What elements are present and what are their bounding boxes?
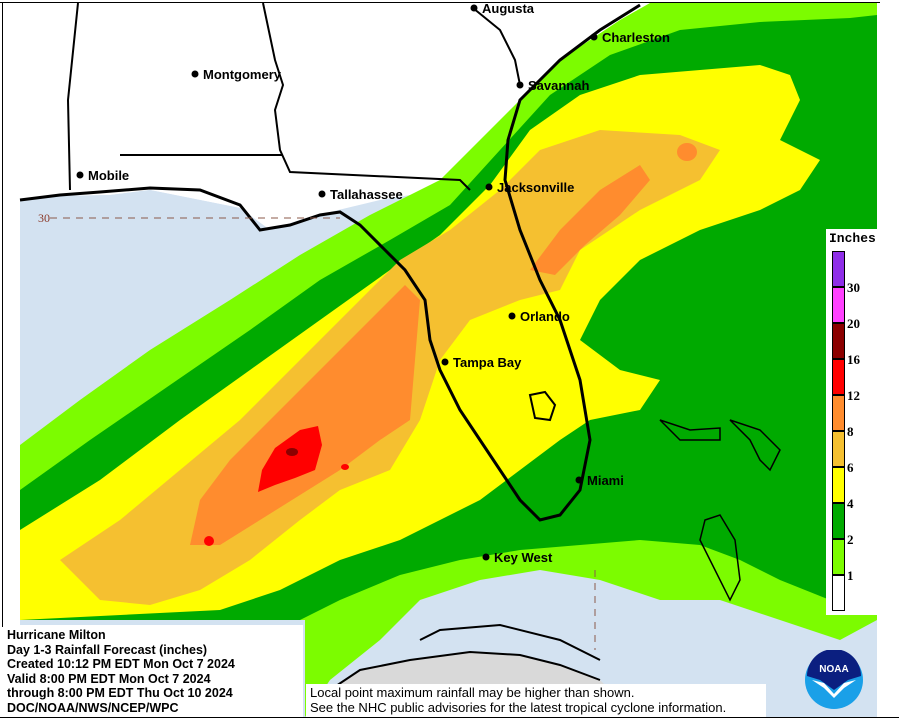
city-label: Montgomery — [203, 67, 282, 82]
city-dot-icon — [441, 358, 449, 366]
bahamas-andros — [699, 514, 741, 602]
rain-spot-12-16in — [204, 536, 214, 546]
city-dot-icon — [508, 312, 516, 320]
city-marker: Tampa Bay — [441, 355, 522, 370]
city-dot-icon — [575, 476, 583, 484]
coastline-cuba — [329, 650, 601, 691]
city-marker: Key West — [482, 550, 553, 565]
legend: Inches 30 20 16 12 8 6 4 2 1 — [826, 229, 890, 615]
city-dot-icon — [516, 81, 524, 89]
top-border — [0, 2, 880, 3]
latitude-30-label: 30 — [38, 211, 50, 225]
legend-swatch-30plus — [832, 251, 845, 287]
legend-swatch-8-12 — [832, 395, 845, 431]
city-label: Tallahassee — [330, 187, 403, 202]
city-dot-icon — [76, 171, 84, 179]
boundaries — [19, 2, 781, 691]
rain-band-8-12in-ne — [530, 165, 650, 275]
border-ga-sc — [472, 7, 521, 86]
city-dot-icon — [318, 190, 326, 198]
legend-swatch-6-8 — [832, 431, 845, 467]
city-label: Savannah — [528, 78, 589, 93]
border-al-ga-fl — [262, 2, 471, 191]
forecast-info-box: Hurricane Milton Day 1-3 Rainfall Foreca… — [3, 625, 303, 717]
legend-title: Inches — [829, 231, 876, 246]
city-marker: Mobile — [76, 168, 129, 183]
source-agency: DOC/NOAA/NWS/NCEP/WPC — [7, 700, 179, 715]
city-dot-icon — [485, 183, 493, 191]
legend-tick: 20 — [847, 316, 860, 331]
lake-okeechobee — [528, 390, 557, 422]
valid-end: through 8:00 PM EDT Thu Oct 10 2024 — [7, 686, 233, 700]
city-dot-icon — [482, 553, 490, 561]
legend-swatch-0-1 — [832, 575, 845, 611]
legend-tick: 6 — [847, 460, 854, 475]
legend-swatch-20-30 — [832, 287, 845, 323]
disclaimer-line-1: Local point maximum rainfall may be high… — [310, 685, 635, 700]
city-label: Miami — [587, 473, 624, 488]
land-southeast-us — [20, 3, 650, 230]
city-label: Mobile — [88, 168, 129, 183]
noaa-logo-text: NOAA — [819, 664, 848, 675]
city-marker: Orlando — [508, 309, 570, 324]
rain-band-12-16in — [258, 426, 322, 492]
legend-swatch-12-16 — [832, 359, 845, 395]
product-title: Day 1-3 Rainfall Forecast (inches) — [7, 642, 208, 657]
city-marker: Augusta — [470, 1, 535, 16]
bahamas-grand-bahama — [659, 419, 721, 441]
legend-tick: 1 — [847, 568, 854, 583]
gulf-ocean-nw — [20, 190, 330, 420]
coastline-cuba-north — [419, 623, 601, 661]
noaa-logo-icon: NOAA — [805, 650, 863, 709]
city-marker: Jacksonville — [485, 180, 574, 195]
valid-start: Valid 8:00 PM EDT Mon Oct 7 2024 — [7, 671, 211, 686]
city-marker: Miami — [575, 473, 624, 488]
city-marker: Tallahassee — [318, 187, 403, 202]
city-marker: Montgomery — [191, 67, 282, 82]
bahamas-abaco — [729, 419, 781, 472]
city-marker: Savannah — [516, 78, 589, 93]
city-label: Charleston — [602, 30, 670, 45]
legend-tick: 16 — [847, 352, 860, 367]
city-dot-icon — [470, 4, 478, 12]
rain-spot-8-12in — [677, 143, 697, 161]
city-label: Key West — [494, 550, 553, 565]
rain-band-8-12in — [190, 285, 420, 545]
disclaimer-box: Local point maximum rainfall may be high… — [306, 684, 766, 717]
legend-tick: 8 — [847, 424, 854, 439]
legend-tick: 30 — [847, 280, 860, 295]
legend-tick: 4 — [847, 496, 854, 511]
legend-swatch-4-6 — [832, 467, 845, 503]
city-labels: Augusta Charleston Savannah Montgomery Mobil… — [76, 1, 670, 565]
city-dot-icon — [191, 70, 199, 78]
left-border — [2, 2, 3, 627]
city-label: Augusta — [482, 1, 535, 16]
city-marker: Charleston — [590, 30, 670, 45]
city-label: Jacksonville — [497, 180, 574, 195]
rain-spot-12-16in-2 — [341, 464, 349, 470]
created-time: Created 10:12 PM EDT Mon Oct 7 2024 — [7, 657, 235, 671]
city-label: Tampa Bay — [453, 355, 522, 370]
city-label: Orlando — [520, 309, 570, 324]
border-ms-al — [66, 2, 79, 191]
legend-swatch-16-20 — [832, 323, 845, 359]
legend-tick: 12 — [847, 388, 860, 403]
storm-name: Hurricane Milton — [7, 628, 106, 642]
bottom-border — [0, 717, 899, 718]
rain-max-16-20in — [286, 448, 298, 456]
legend-swatch-2-4 — [832, 503, 845, 539]
city-dot-icon — [590, 33, 598, 41]
legend-swatch-1-2 — [832, 539, 845, 575]
legend-tick: 2 — [847, 532, 854, 547]
disclaimer-line-2: See the NHC public advisories for the la… — [310, 699, 727, 715]
